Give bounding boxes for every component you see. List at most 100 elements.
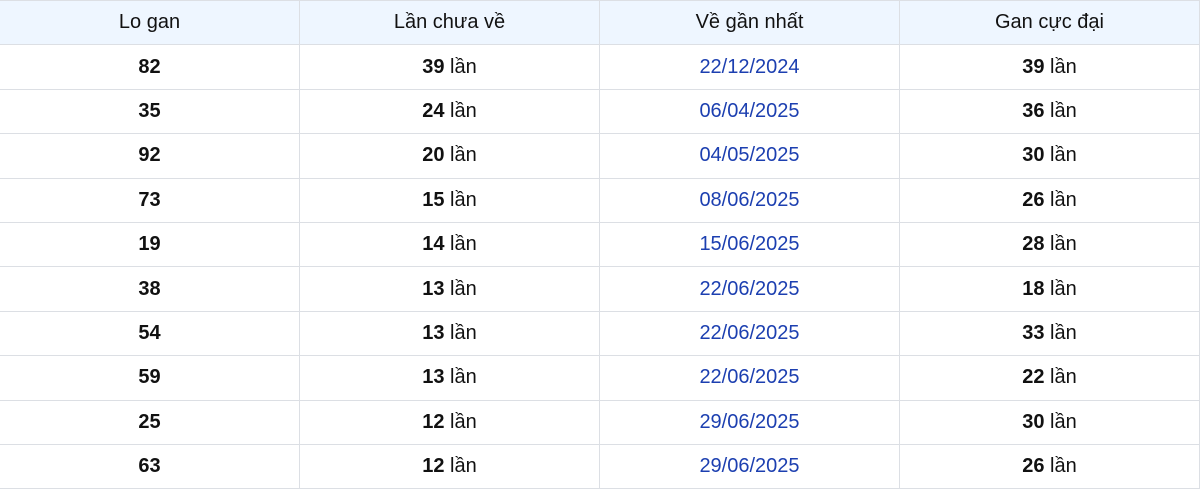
missed-value: 20 — [422, 144, 445, 167]
unit: lần — [1050, 321, 1077, 344]
lo-number: 35 — [0, 88, 300, 135]
max-gap: 30 lần — [899, 133, 1200, 179]
max-value: 30 — [1022, 144, 1045, 167]
max-value: 18 — [1022, 277, 1045, 300]
missed-count: 20 lần — [299, 133, 600, 179]
missed-count: 13 lần — [299, 355, 600, 401]
last-seen-date: 29/06/2025 — [599, 399, 900, 445]
lo-number: 38 — [0, 266, 300, 312]
unit: lần — [450, 410, 477, 433]
max-value: 22 — [1022, 366, 1045, 389]
header-row: Lo gan Lần chưa về Về gần nhất Gan cực đ… — [0, 0, 1200, 46]
unit: lần — [450, 455, 477, 478]
lo-number: 19 — [0, 221, 300, 268]
max-gap: 22 lần — [899, 355, 1200, 401]
last-seen-date: 22/06/2025 — [599, 310, 900, 357]
header-max-gap: Gan cực đại — [899, 0, 1200, 46]
lo-value: 19 — [138, 233, 161, 256]
lo-value: 38 — [138, 277, 161, 300]
lo-value: 92 — [138, 144, 161, 167]
last-seen-date: 22/12/2024 — [599, 44, 900, 90]
table-row: 25 12 lần 29/06/2025 30 lần — [0, 399, 1200, 445]
lo-number: 73 — [0, 177, 300, 223]
unit: lần — [1050, 144, 1077, 167]
unit: lần — [1050, 277, 1077, 300]
table-row: 73 15 lần 08/06/2025 26 lần — [0, 177, 1200, 223]
last-seen-date: 15/06/2025 — [599, 221, 900, 268]
lo-number: 82 — [0, 44, 300, 90]
unit: lần — [1050, 55, 1077, 78]
missed-count: 24 lần — [299, 88, 600, 135]
lo-value: 35 — [138, 99, 161, 122]
last-seen-date: 22/06/2025 — [599, 355, 900, 401]
missed-count: 39 lần — [299, 44, 600, 90]
missed-count: 12 lần — [299, 399, 600, 445]
table-row: 82 39 lần 22/12/2024 39 lần — [0, 44, 1200, 90]
max-gap: 39 lần — [899, 44, 1200, 90]
max-value: 26 — [1022, 455, 1045, 478]
max-gap: 26 lần — [899, 443, 1200, 489]
unit: lần — [450, 99, 477, 122]
unit: lần — [1050, 410, 1077, 433]
max-gap: 33 lần — [899, 310, 1200, 357]
lo-number: 92 — [0, 133, 300, 179]
max-gap: 28 lần — [899, 221, 1200, 268]
max-gap: 18 lần — [899, 266, 1200, 312]
lo-value: 73 — [138, 188, 161, 211]
missed-count: 12 lần — [299, 443, 600, 489]
unit: lần — [450, 321, 477, 344]
header-lo-gan: Lo gan — [0, 0, 300, 46]
missed-value: 13 — [422, 321, 445, 344]
missed-value: 24 — [422, 99, 445, 122]
missed-count: 15 lần — [299, 177, 600, 223]
last-seen-date: 22/06/2025 — [599, 266, 900, 312]
header-missed: Lần chưa về — [299, 0, 600, 46]
max-value: 39 — [1022, 55, 1045, 78]
unit: lần — [1050, 99, 1077, 122]
table-row: 38 13 lần 22/06/2025 18 lần — [0, 266, 1200, 312]
missed-value: 39 — [422, 55, 445, 78]
missed-count: 13 lần — [299, 266, 600, 312]
unit: lần — [1050, 455, 1077, 478]
last-seen-date: 29/06/2025 — [599, 443, 900, 489]
table-row: 54 13 lần 22/06/2025 33 lần — [0, 310, 1200, 357]
lo-number: 59 — [0, 355, 300, 401]
unit: lần — [1050, 366, 1077, 389]
lo-number: 54 — [0, 310, 300, 357]
last-seen-date: 06/04/2025 — [599, 88, 900, 135]
max-value: 26 — [1022, 188, 1045, 211]
unit: lần — [1050, 188, 1077, 211]
max-gap: 26 lần — [899, 177, 1200, 223]
missed-value: 13 — [422, 277, 445, 300]
missed-value: 12 — [422, 410, 445, 433]
missed-value: 15 — [422, 188, 445, 211]
max-value: 30 — [1022, 410, 1045, 433]
lo-value: 63 — [138, 455, 161, 478]
lo-value: 82 — [138, 55, 161, 78]
table-row: 35 24 lần 06/04/2025 36 lần — [0, 88, 1200, 135]
lo-number: 25 — [0, 399, 300, 445]
lo-value: 59 — [138, 366, 161, 389]
table-row: 63 12 lần 29/06/2025 26 lần — [0, 443, 1200, 489]
table-row: 92 20 lần 04/05/2025 30 lần — [0, 133, 1200, 179]
max-gap: 30 lần — [899, 399, 1200, 445]
max-value: 28 — [1022, 233, 1045, 256]
table-row: 59 13 lần 22/06/2025 22 lần — [0, 355, 1200, 401]
unit: lần — [450, 188, 477, 211]
header-last-seen: Về gần nhất — [599, 0, 900, 46]
max-value: 36 — [1022, 99, 1045, 122]
max-value: 33 — [1022, 321, 1045, 344]
unit: lần — [450, 144, 477, 167]
max-gap: 36 lần — [899, 88, 1200, 135]
lo-number: 63 — [0, 443, 300, 489]
unit: lần — [1050, 233, 1077, 256]
missed-count: 14 lần — [299, 221, 600, 268]
lo-value: 54 — [138, 321, 161, 344]
lo-value: 25 — [138, 410, 161, 433]
last-seen-date: 04/05/2025 — [599, 133, 900, 179]
missed-value: 12 — [422, 455, 445, 478]
missed-value: 14 — [422, 233, 445, 256]
missed-count: 13 lần — [299, 310, 600, 357]
last-seen-date: 08/06/2025 — [599, 177, 900, 223]
